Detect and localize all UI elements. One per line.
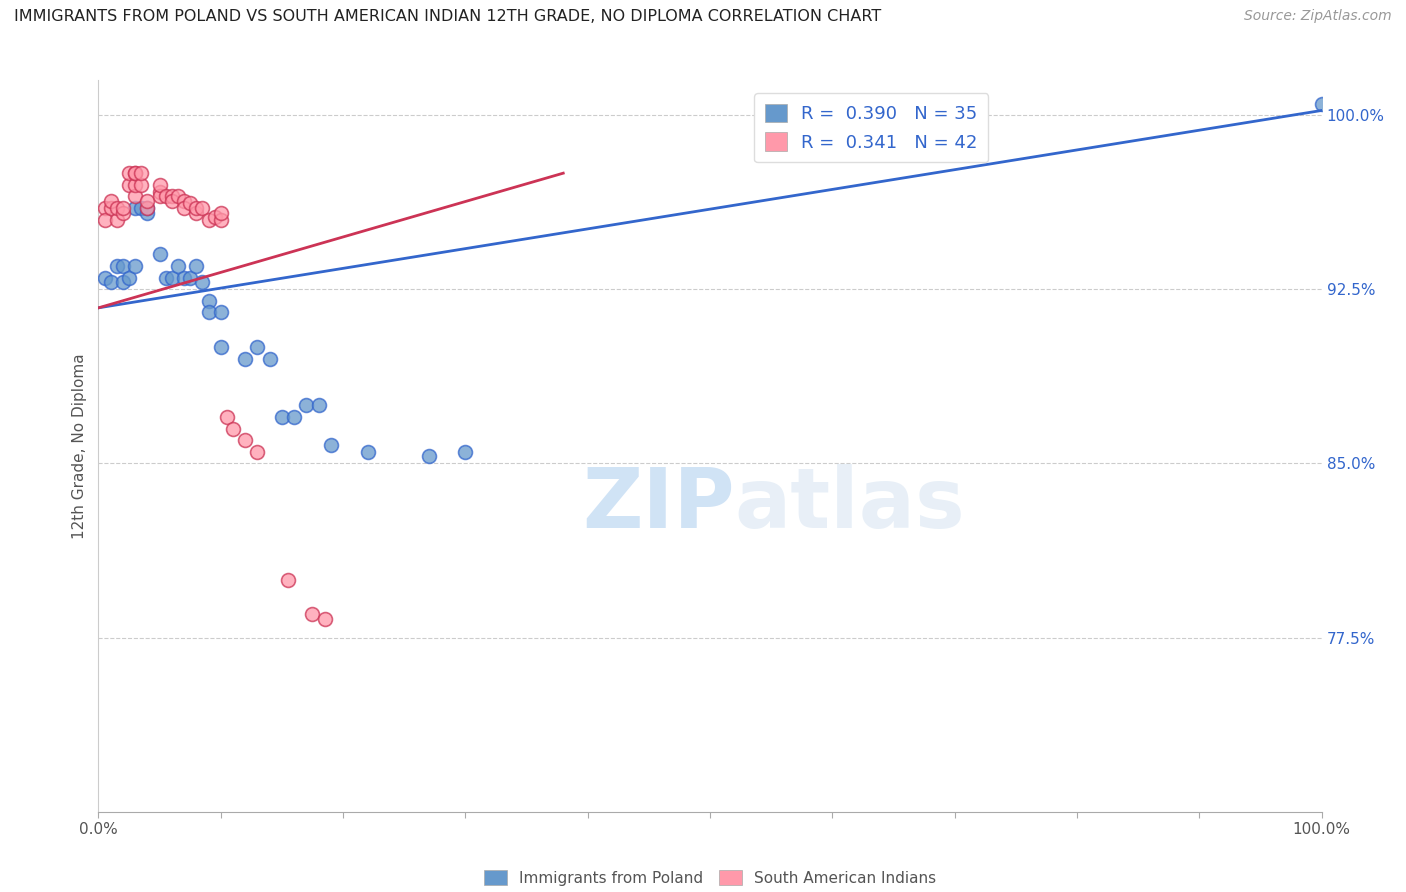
Point: [136, 194, 159, 208]
Point: [149, 247, 172, 261]
Point: [111, 205, 134, 219]
Y-axis label: 12th Grade, No Diploma: 12th Grade, No Diploma: [72, 353, 87, 539]
Point: [179, 270, 201, 285]
Point: [118, 270, 141, 285]
Point: [173, 194, 195, 208]
Point: [233, 433, 256, 447]
Point: [173, 270, 195, 285]
Point: [204, 211, 226, 225]
Point: [314, 612, 336, 626]
Point: [295, 398, 318, 412]
Point: [209, 340, 232, 354]
Point: [209, 212, 232, 227]
Point: [124, 178, 146, 192]
Point: [277, 573, 299, 587]
Point: [308, 398, 330, 412]
Point: [136, 205, 159, 219]
Point: [124, 166, 146, 180]
Point: [149, 189, 172, 203]
Point: [124, 189, 146, 203]
Point: [93, 212, 115, 227]
Point: [301, 607, 323, 622]
Text: IMMIGRANTS FROM POLAND VS SOUTH AMERICAN INDIAN 12TH GRADE, NO DIPLOMA CORRELATI: IMMIGRANTS FROM POLAND VS SOUTH AMERICAN…: [14, 9, 882, 24]
Point: [129, 166, 152, 180]
Point: [136, 201, 159, 215]
Point: [167, 189, 190, 203]
Point: [93, 201, 115, 215]
Point: [111, 259, 134, 273]
Point: [246, 445, 269, 459]
Point: [167, 259, 190, 273]
Point: [111, 275, 134, 289]
Point: [186, 205, 208, 219]
Point: [215, 409, 238, 424]
Point: [197, 293, 219, 308]
Point: [209, 205, 232, 219]
Text: Source: ZipAtlas.com: Source: ZipAtlas.com: [1244, 9, 1392, 23]
Point: [111, 201, 134, 215]
Point: [129, 178, 152, 192]
Point: [418, 450, 440, 464]
Point: [118, 178, 141, 192]
Point: [454, 445, 477, 459]
Point: [246, 340, 269, 354]
Point: [270, 409, 294, 424]
Point: [160, 194, 183, 208]
Point: [209, 305, 232, 319]
Point: [100, 275, 122, 289]
Point: [191, 201, 214, 215]
Point: [100, 201, 122, 215]
Point: [118, 166, 141, 180]
Point: [105, 201, 128, 215]
Point: [283, 409, 305, 424]
Text: atlas: atlas: [734, 464, 966, 545]
Point: [222, 421, 245, 435]
Point: [197, 212, 219, 227]
Point: [124, 166, 146, 180]
Point: [100, 194, 122, 208]
Point: [105, 259, 128, 273]
Point: [179, 196, 201, 211]
Point: [197, 305, 219, 319]
Point: [356, 445, 378, 459]
Point: [93, 270, 115, 285]
Point: [233, 351, 256, 366]
Point: [259, 351, 281, 366]
Point: [149, 185, 172, 199]
Point: [124, 259, 146, 273]
Point: [129, 201, 152, 215]
Point: [186, 201, 208, 215]
Point: [124, 201, 146, 215]
Point: [160, 270, 183, 285]
Point: [155, 270, 177, 285]
Point: [155, 189, 177, 203]
Point: [186, 259, 208, 273]
Point: [105, 212, 128, 227]
Point: [149, 178, 172, 192]
Point: [136, 201, 159, 215]
Point: [1310, 96, 1333, 111]
Point: [319, 438, 342, 452]
Legend: Immigrants from Poland, South American Indians: Immigrants from Poland, South American I…: [478, 863, 942, 892]
Text: ZIP: ZIP: [582, 464, 734, 545]
Point: [191, 275, 214, 289]
Point: [173, 201, 195, 215]
Point: [160, 189, 183, 203]
